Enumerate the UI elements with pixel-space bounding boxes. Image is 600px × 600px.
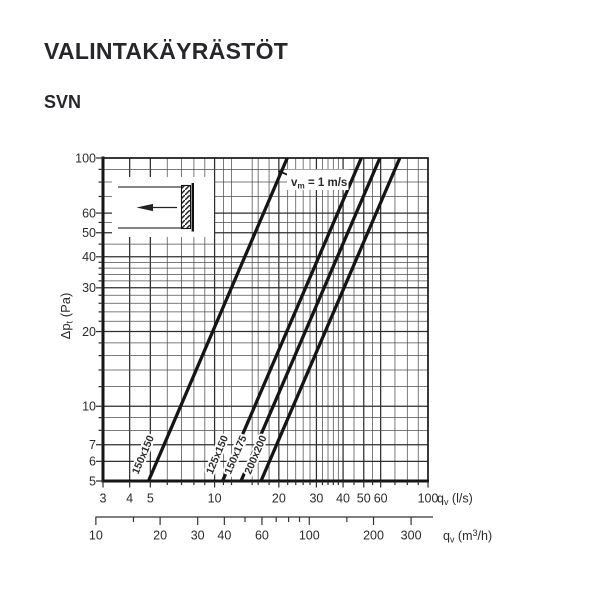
y-tick-label: 100 — [75, 151, 96, 165]
curve-200x200 — [259, 157, 402, 482]
page-title: VALINTAKÄYRÄSTÖT — [44, 38, 289, 64]
y-axis-ticks: 5 6 7 10 20 30 40 50 60 100 — [75, 151, 103, 488]
inset-diagram — [112, 177, 214, 237]
x-tick-label: 100 — [418, 492, 439, 506]
vm-annotation: vm = 1 m/s — [287, 169, 349, 191]
x-axis-unit-label: qv (l/s) — [437, 492, 473, 508]
x2-tick-label: 300 — [401, 529, 422, 543]
y-tick-label: 10 — [82, 400, 96, 414]
x-axis-secondary-unit-label: qv (m3/h) — [443, 528, 492, 545]
x-tick-label: 20 — [272, 492, 286, 506]
x-tick-label: 60 — [374, 492, 388, 506]
x2-tick-label: 100 — [299, 529, 320, 543]
curve-150x150 — [146, 157, 289, 482]
x2-tick-label: 20 — [153, 529, 167, 543]
x-tick-label: 4 — [126, 492, 133, 506]
x-tick-label: 50 — [357, 492, 371, 506]
y-tick-label: 5 — [89, 474, 96, 488]
x-tick-label: 30 — [309, 492, 323, 506]
curve-150x175 — [239, 157, 382, 482]
x2-tick-label: 60 — [255, 529, 269, 543]
x-axis-ticks: 3 4 5 10 20 30 40 50 60 100 — [100, 481, 439, 506]
x2-tick-label: 40 — [217, 529, 231, 543]
y-axis-unit-label: Δpt (Pa) — [58, 293, 75, 340]
x2-tick-label: 10 — [89, 529, 103, 543]
y-tick-label: 6 — [89, 455, 96, 469]
duct-lines — [118, 186, 182, 229]
curve-125x150 — [221, 157, 363, 482]
y-tick-label: 50 — [82, 226, 96, 240]
x-axis-secondary: 10 20 30 40 60 100 200 300 — [89, 516, 433, 543]
vm-marker-tick — [277, 170, 289, 177]
product-code: SVN — [44, 92, 82, 112]
plot-frame — [101, 156, 429, 483]
x2-tick-label: 200 — [363, 529, 384, 543]
grille-hatch-symbol — [180, 183, 195, 232]
x-tick-label: 40 — [336, 492, 350, 506]
vm-annotation-label: vm = 1 m/s — [291, 177, 347, 191]
y-tick-label: 20 — [82, 325, 96, 339]
selection-curves — [146, 157, 402, 482]
x-tick-label: 10 — [208, 492, 222, 506]
y-tick-label: 60 — [82, 206, 96, 220]
y-tick-label: 40 — [82, 250, 96, 264]
x-tick-label: 5 — [147, 492, 154, 506]
y-tick-label: 7 — [89, 438, 96, 452]
flow-arrow-icon — [136, 203, 177, 212]
x2-tick-label: 30 — [191, 529, 205, 543]
plot-grid — [102, 157, 429, 482]
x-tick-label: 3 — [100, 492, 107, 506]
y-tick-label: 30 — [82, 281, 96, 295]
